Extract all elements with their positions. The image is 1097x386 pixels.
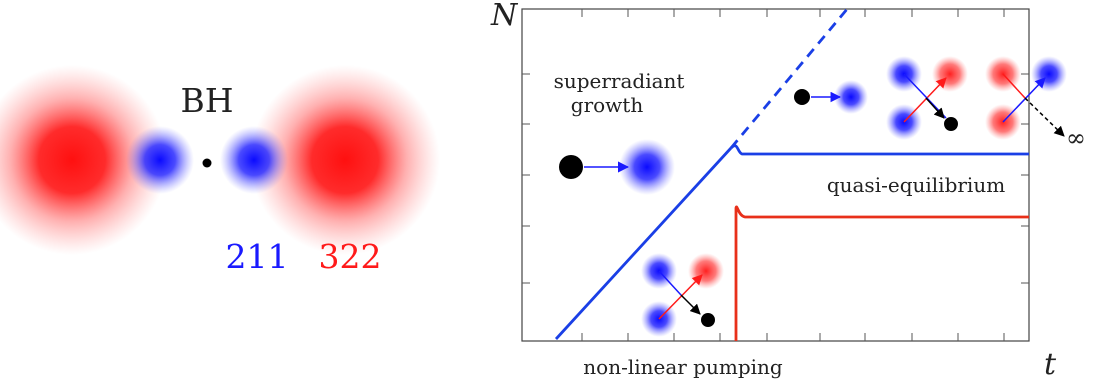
icon-322-322-to-211-infinity: ∞ [985, 56, 1086, 152]
icon-211-211-to-322-bh [886, 56, 968, 140]
plot-panel: N t superradiant growth quasi-equilibriu… [490, 0, 1086, 382]
y-axis-ticks [522, 73, 1029, 284]
bh-dot [701, 313, 715, 327]
cloud-211-right [220, 126, 288, 194]
cloud-211 [834, 80, 868, 114]
icon-superradiant-growth [559, 139, 675, 195]
mode-211-label: 211 [226, 237, 289, 276]
bh-dot [944, 117, 958, 131]
transition-line [658, 270, 682, 296]
unsaturated-growth-dashed [729, 7, 850, 149]
transition-line [1002, 73, 1026, 99]
transition-arrow [1002, 77, 1046, 123]
superradiant-growth-curve [554, 147, 733, 340]
infinity-symbol: ∞ [1066, 124, 1086, 152]
bh-label: BH [180, 81, 233, 120]
blue-equilibrium-curve [730, 144, 1029, 156]
transition-arrow [658, 274, 703, 320]
bh-dot [794, 89, 810, 105]
transition-arrow [903, 77, 947, 123]
cloud-322-right [250, 65, 440, 255]
bh-dot [559, 155, 583, 179]
mode-322-label: 322 [319, 237, 382, 276]
red-equilibrium-curve [734, 205, 1029, 341]
quasi-equilibrium-label: quasi-equilibrium [827, 173, 1005, 197]
cloud-211 [619, 139, 675, 195]
x-axis-ticks [581, 9, 1005, 341]
black-hole-dot [202, 158, 212, 168]
nonlinear-pumping-label: non-linear pumping [583, 355, 783, 379]
y-axis-label: N [490, 0, 519, 33]
absorption-arrow [680, 294, 701, 315]
x-axis-label: t [1044, 347, 1057, 382]
absorption-arrow [925, 97, 945, 119]
cloud-211-left [126, 126, 194, 194]
icon-nonlinear-pumping [641, 253, 724, 337]
icon-bh-to-211 [794, 80, 868, 114]
left-panel: BH 211 322 [0, 65, 440, 276]
superradiant-label-line2: growth [571, 93, 644, 117]
escape-arrow [1024, 97, 1065, 137]
superradiant-label-line1: superradiant [554, 69, 685, 93]
cloud-322-left [0, 65, 167, 255]
